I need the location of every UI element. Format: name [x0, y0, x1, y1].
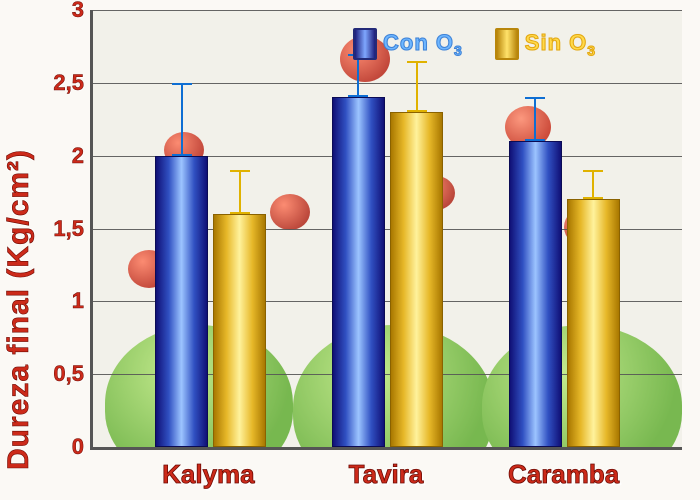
- legend-label-sin-o3: Sin O3: [525, 30, 596, 58]
- legend-swatch-blue: [353, 28, 377, 60]
- bar-kalyma-blue: [155, 156, 208, 447]
- error-bar: [357, 54, 359, 98]
- x-label-tavira: Tavira: [349, 459, 424, 490]
- y-tick: 0: [72, 434, 84, 460]
- bar-kalyma-yellow: [213, 214, 266, 447]
- error-bar: [592, 170, 594, 199]
- y-tick: 0,5: [53, 361, 84, 387]
- legend-item-con-o3: Con O3: [353, 28, 463, 60]
- bar-caramba-yellow: [567, 199, 620, 447]
- legend-item-sin-o3: Sin O3: [495, 28, 596, 60]
- legend-label-con-o3: Con O3: [383, 30, 463, 58]
- plot-area: Con O3 Sin O3: [90, 10, 682, 450]
- y-tick: 1: [72, 288, 84, 314]
- legend: Con O3 Sin O3: [353, 28, 596, 60]
- y-tick: 3: [72, 0, 84, 23]
- x-axis-labels: Kalyma Tavira Caramba: [90, 454, 682, 494]
- y-tick: 2: [72, 143, 84, 169]
- bar-tavira-yellow: [390, 112, 443, 447]
- error-bar: [416, 61, 418, 112]
- bar-tavira-blue: [332, 97, 385, 447]
- error-bar: [534, 97, 536, 141]
- bars: [93, 10, 682, 447]
- bar-caramba-blue: [509, 141, 562, 447]
- y-tick: 2,5: [53, 70, 84, 96]
- x-label-caramba: Caramba: [508, 459, 619, 490]
- y-tick-labels: 00,511,522,53: [40, 10, 90, 450]
- legend-swatch-yellow: [495, 28, 519, 60]
- x-label-kalyma: Kalyma: [162, 459, 255, 490]
- error-bar: [181, 83, 183, 156]
- y-axis-title: Dureza final (Kg/cm²): [2, 149, 36, 470]
- y-tick: 1,5: [53, 216, 84, 242]
- bar-chart: Dureza final (Kg/cm²) 0 0,5 1 1,5 2 2,5 3 Con …: [0, 0, 700, 500]
- error-bar: [239, 170, 241, 214]
